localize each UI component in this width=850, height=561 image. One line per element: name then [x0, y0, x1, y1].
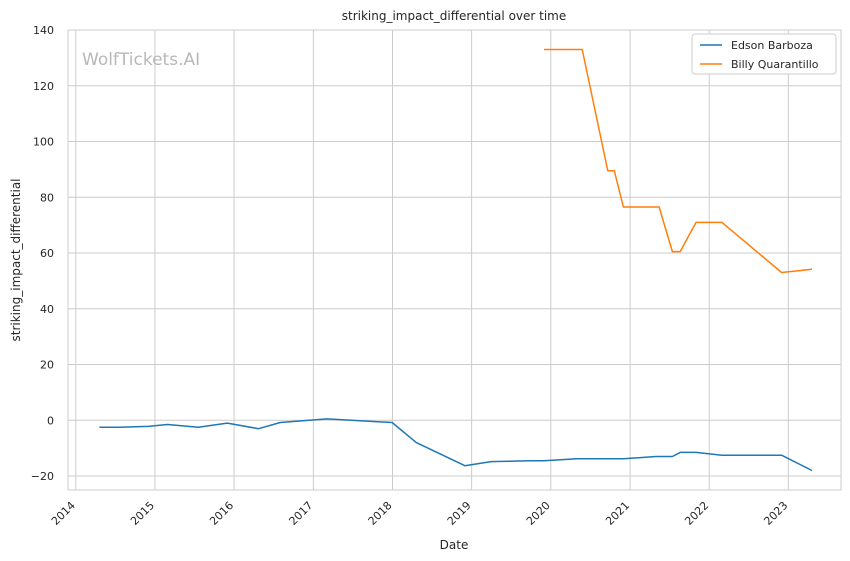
y-tick-label: 0: [47, 414, 54, 427]
y-axis: −20 0 20 40 60 80 100 120 140: [31, 24, 54, 483]
x-tick-label: 2015: [128, 499, 157, 528]
y-tick-label: 80: [40, 191, 54, 204]
y-axis-label: striking_impact_differential: [9, 178, 23, 341]
series-layer: [99, 48, 813, 472]
y-tick-label: 60: [40, 247, 54, 260]
x-tick-label: 2016: [207, 499, 236, 528]
legend-label-edson-barboza: Edson Barboza: [731, 39, 813, 52]
y-tick-label: 20: [40, 359, 54, 372]
y-tick-label: 40: [40, 303, 54, 316]
x-axis-label: Date: [440, 538, 469, 552]
x-tick-label: 2022: [682, 499, 711, 528]
x-tick-label: 2021: [603, 499, 632, 528]
x-tick-label: 2019: [445, 499, 474, 528]
plot-area: [67, 29, 842, 491]
watermark: WolfTickets.AI: [82, 50, 200, 70]
series-line-billy-quarantillo: [544, 48, 813, 274]
x-tick-label: 2018: [366, 499, 395, 528]
x-tick-label: 2023: [761, 499, 790, 528]
y-tick-label: −20: [31, 470, 54, 483]
series-line-edson-barboza: [99, 418, 813, 472]
legend: Edson Barboza Billy Quarantillo: [691, 33, 837, 75]
y-tick-label: 140: [33, 24, 54, 37]
gridlines: [68, 29, 841, 490]
x-axis: 2014 2015 2016 2017 2018 2019 2020 2021 2022 2023: [49, 499, 791, 528]
x-tick-label: 2017: [287, 499, 316, 528]
x-tick-label: 2014: [49, 499, 78, 528]
legend-label-billy-quarantillo: Billy Quarantillo: [731, 58, 819, 71]
legend-box: [691, 33, 837, 75]
y-tick-label: 100: [33, 136, 54, 149]
chart-title: striking_impact_differential over time: [342, 9, 567, 23]
y-tick-label: 120: [33, 80, 54, 93]
x-tick-label: 2020: [524, 499, 553, 528]
